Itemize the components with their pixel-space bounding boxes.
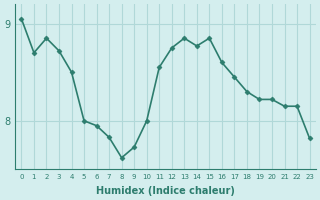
X-axis label: Humidex (Indice chaleur): Humidex (Indice chaleur)	[96, 186, 235, 196]
